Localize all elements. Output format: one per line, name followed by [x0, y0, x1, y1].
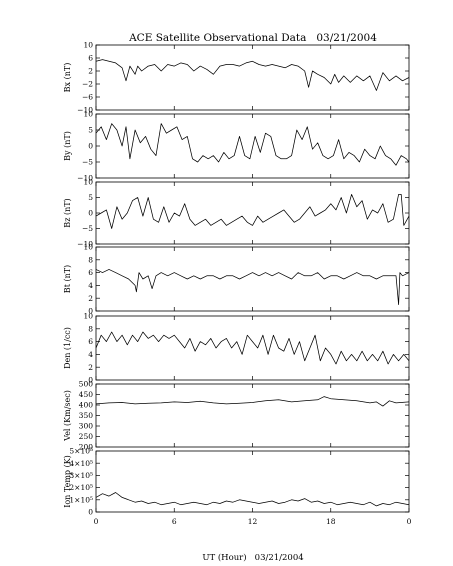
panel-1: 10 5 0 −5 −10 By (nT) [63, 110, 410, 183]
panel-4: 10 8 6 4 2 0 Den (1/cc) [63, 312, 410, 385]
x-tick-label: 0 [94, 517, 99, 526]
y-tick-label: 2×10⁵ [69, 483, 93, 492]
panel-0: 10 6 2 −2 −6 −10 Bx (nT) [63, 41, 410, 115]
series-line-6 [95, 492, 410, 507]
y-tick-label: 6 [88, 268, 93, 277]
panel-frame [95, 44, 410, 111]
panel-6: 5×10⁵ 4×10⁵ 3×10⁵ 2×10⁵ 1×10⁵ 0 Ion Temp (K) [63, 447, 410, 517]
y-tick-label: 10 [83, 110, 93, 119]
y-tick-label: 4 [88, 281, 93, 290]
series-line-2 [95, 194, 410, 229]
y-axis-label-0: Bx (nT) [63, 63, 72, 93]
y-tick-label: −5 [82, 224, 93, 233]
x-axis-label: UT (Hour) 03/21/2004 [202, 552, 303, 563]
y-tick-label: 250 [79, 432, 94, 441]
panel-2: 10 5 0 −5 −10 Bz (nT) [63, 178, 410, 249]
y-tick-label: 10 [83, 312, 93, 321]
y-tick-label: 4×10⁵ [69, 459, 93, 468]
y-tick-label: 10 [83, 178, 93, 187]
y-axis-label-1: By (nT) [63, 131, 72, 161]
y-tick-label: −5 [82, 158, 93, 167]
y-axis-label-4: Den (1/cc) [63, 327, 72, 369]
y-tick-label: 2 [88, 67, 93, 76]
y-tick-label: 1×10⁵ [69, 495, 93, 504]
y-tick-label: 6 [88, 337, 93, 346]
y-tick-label: 5 [88, 193, 93, 202]
y-tick-label: 8 [88, 255, 93, 264]
y-tick-label: 0 [88, 508, 93, 517]
y-tick-label: −2 [82, 80, 93, 89]
x-tick-label: 6 [172, 517, 177, 526]
y-tick-label: −10 [77, 240, 93, 249]
panel-3: 10 8 6 4 2 0 Bt (nT) [63, 243, 410, 316]
y-axis-label-5: Vel (Km/sec) [63, 390, 72, 442]
y-tick-label: 10 [83, 243, 93, 252]
panels: 10 6 2 −2 −6 −10 Bx (nT) 10 5 0 −5 −10 By (nT) 10 5 0 −5… [63, 41, 410, 517]
y-tick-label: 0 [88, 142, 93, 151]
series-line-1 [95, 123, 410, 166]
y-tick-label: 3×10⁵ [69, 471, 93, 480]
y-tick-label: −10 [77, 174, 93, 183]
x-tick-label: 18 [326, 517, 336, 526]
y-tick-label: 350 [79, 411, 94, 420]
panel-frame [95, 315, 410, 381]
panel-frame [95, 383, 410, 448]
y-tick-label: 400 [79, 401, 94, 410]
series-line-3 [95, 269, 410, 305]
y-tick-label: −10 [77, 106, 93, 115]
series-line-0 [95, 59, 410, 91]
y-tick-label: 8 [88, 324, 93, 333]
y-tick-label: 450 [79, 390, 94, 399]
y-tick-label: 2 [88, 294, 93, 303]
y-tick-label: 4 [88, 350, 93, 359]
series-line-4 [95, 331, 410, 365]
series-line-5 [95, 396, 410, 407]
y-axis-label-3: Bt (nT) [63, 265, 72, 293]
y-tick-label: −6 [82, 93, 93, 102]
panel-frame [95, 450, 410, 513]
y-axis-label-2: Bz (nT) [63, 198, 72, 227]
y-tick-label: 500 [79, 380, 94, 389]
y-tick-label: 5×10⁵ [69, 447, 93, 456]
x-tick-label: 0 [407, 517, 412, 526]
y-tick-label: 0 [88, 307, 93, 316]
x-axis: 0 6 12 18 0 [94, 517, 412, 526]
x-tick-label: 12 [248, 517, 258, 526]
y-tick-label: 5 [88, 126, 93, 135]
chart-title: ACE Satellite Observational Data 03/21/2… [128, 32, 377, 44]
y-tick-label: 0 [88, 209, 93, 218]
y-tick-label: 300 [79, 422, 94, 431]
y-tick-label: 6 [88, 54, 93, 63]
y-tick-label: 0 [88, 376, 93, 385]
y-axis-label-6: Ion Temp (K) [63, 455, 72, 508]
y-tick-label: 200 [79, 443, 94, 452]
y-tick-label: 10 [83, 41, 93, 50]
panel-frame [95, 181, 410, 245]
y-tick-label: 2 [88, 363, 93, 372]
